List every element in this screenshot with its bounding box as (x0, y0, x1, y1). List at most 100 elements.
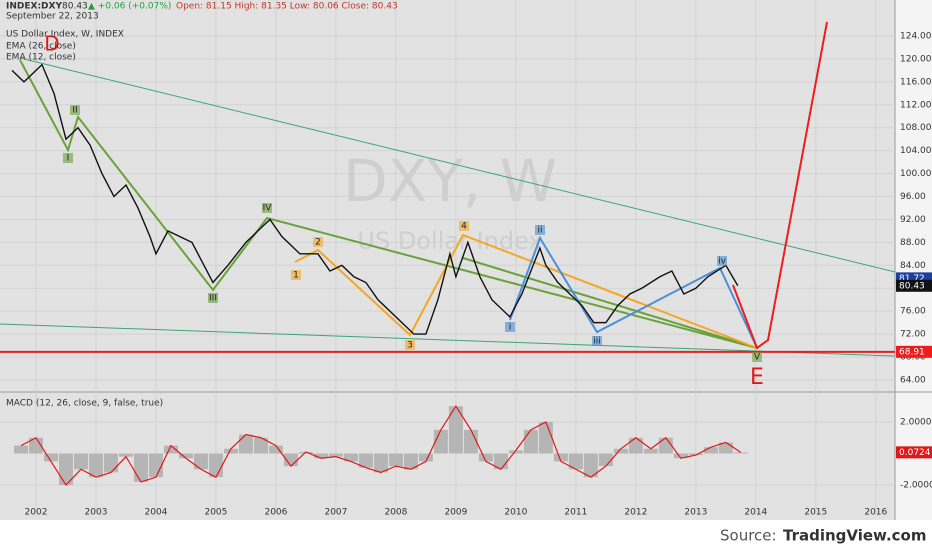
wave-label: E (750, 365, 764, 390)
histogram-bar (463, 429, 478, 454)
x-tick-label: 2007 (324, 508, 347, 518)
wave-label-box (63, 153, 73, 163)
histogram-bar (118, 453, 133, 457)
x-tick-label: 2008 (384, 508, 407, 518)
y-tick-label: 112.00 (900, 100, 932, 110)
histogram-bar (88, 453, 103, 478)
wave-label: III (209, 294, 217, 304)
histogram-bar (388, 453, 403, 467)
wave-label: 1 (293, 271, 299, 281)
histogram-bar (508, 450, 523, 454)
last-price: 80.43 (62, 2, 88, 12)
wave-label: D (44, 32, 59, 56)
watermark-sub: US Dollar Index (357, 227, 542, 255)
wave-label: 4 (461, 222, 467, 232)
wave-label-box (208, 293, 218, 303)
x-tick-label: 2012 (624, 508, 647, 518)
x-tick-label: 2004 (145, 508, 168, 518)
price-tag (896, 279, 932, 292)
wave-label-box (535, 225, 545, 235)
price-line (11, 63, 739, 335)
price-tag-label: 80.43 (899, 281, 925, 291)
source-site: TradingView.com (783, 527, 926, 545)
histogram-bar (373, 453, 388, 473)
macd-line (20, 405, 742, 487)
macd-title: MACD (12, 26, close, 9, false, true) (6, 399, 163, 409)
x-tick-label: 2014 (744, 508, 767, 518)
y-tick-label: 100.00 (900, 169, 932, 179)
trendline (0, 323, 896, 357)
x-tick-label: 2011 (564, 508, 587, 518)
y-tick-label: 108.00 (900, 123, 932, 133)
histogram-bar (208, 453, 223, 478)
y-tick-label: 104.00 (900, 146, 932, 156)
histogram-bar (43, 453, 58, 462)
histogram-bar (358, 453, 373, 468)
y-tick-label: -2.0000 (900, 481, 932, 491)
wave-label-box (70, 105, 80, 115)
grid (0, 0, 895, 515)
price-tag-label: 0.0724 (899, 448, 931, 458)
wave-label-box (459, 221, 469, 231)
wave-label: ii (537, 226, 542, 236)
histogram-bar (328, 453, 343, 457)
wave-label: iii (593, 337, 601, 347)
y-tick-label: 64.00 (900, 375, 926, 385)
y-tick-label: 84.00 (900, 261, 926, 271)
histogram-bar (13, 445, 28, 454)
projection-arrow (732, 21, 828, 350)
chart-title: US Dollar Index, W, INDEX (6, 30, 124, 40)
histogram-bar (523, 429, 538, 454)
price-axis (895, 0, 932, 520)
histogram-bar (703, 447, 718, 454)
wave-label-box (717, 256, 727, 266)
histogram-bar (163, 445, 178, 454)
histogram-bar (238, 434, 253, 454)
histogram-bar (418, 453, 433, 462)
wave-line (462, 257, 758, 349)
x-tick-label: 2003 (85, 508, 108, 518)
y-tick-label: 92.00 (900, 215, 926, 225)
histogram-bar (253, 437, 268, 454)
histogram-bar (178, 453, 193, 459)
y-tick-label: 88.00 (900, 238, 926, 248)
y-tick-label: 96.00 (900, 192, 926, 202)
histogram-bar (478, 453, 493, 462)
indicator-label: EMA (26, close) (6, 42, 76, 52)
x-tick-label: 2009 (444, 508, 467, 518)
wave-label-box (752, 352, 762, 362)
x-tick-label: 2002 (25, 508, 48, 518)
histogram-bar (718, 442, 733, 454)
wave-label-box (405, 340, 415, 350)
x-tick-label: 2005 (204, 508, 227, 518)
histogram-bar (103, 453, 118, 473)
histogram-bar (628, 437, 643, 454)
x-tick-label: 2016 (864, 508, 887, 518)
histogram-bar (673, 453, 688, 459)
histogram-bar (73, 453, 88, 470)
wave-label: I (67, 154, 70, 164)
wave-label-box (592, 336, 602, 346)
x-tick-label: 2015 (804, 508, 827, 518)
histogram-bar (448, 406, 463, 454)
x-tick-label: 2006 (264, 508, 287, 518)
price-tag-label: 81.72 (899, 274, 925, 284)
price-tag (896, 345, 932, 358)
wave-label: iv (718, 257, 727, 267)
histogram-bar (313, 453, 328, 459)
wave-label-box (291, 270, 301, 280)
histogram-bar (568, 453, 583, 470)
ohlc: Open: 81.15 High: 81.35 Low: 80.06 Close… (176, 2, 398, 12)
symbol: INDEX:DXY (6, 2, 62, 12)
wave-label: 3 (407, 341, 413, 351)
y-tick-label: 120.00 (900, 54, 932, 64)
indicator-label: EMA (12, close) (6, 53, 76, 63)
histogram-bar (133, 453, 148, 482)
wave-line (19, 59, 758, 349)
histogram-bar (193, 453, 208, 470)
price-tag (896, 446, 932, 459)
y-tick-label: 76.00 (900, 307, 926, 317)
histogram-bar (433, 429, 448, 454)
